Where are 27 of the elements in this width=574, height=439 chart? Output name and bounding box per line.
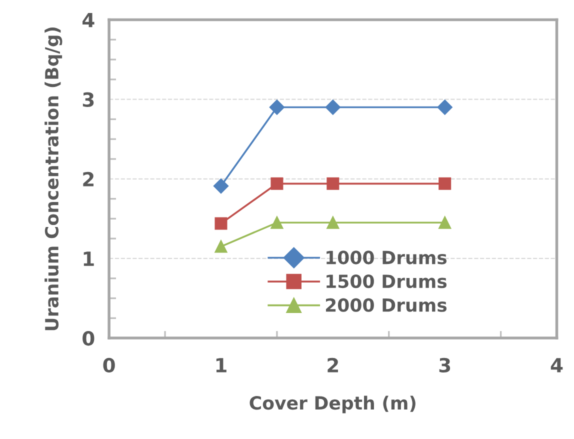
- point: [270, 177, 284, 190]
- point: [270, 216, 284, 229]
- x-tick-label: 1: [216, 358, 226, 372]
- point: [214, 240, 228, 253]
- x-tick-label: 0: [103, 358, 115, 373]
- x-axis-title: Cover Depth (m): [250, 396, 416, 414]
- y-tick-label: 0: [82, 330, 94, 346]
- legend-label: 1500 Drums: [326, 274, 447, 288]
- point: [269, 100, 285, 115]
- x-tick-label: 3: [439, 358, 450, 373]
- point: [213, 178, 229, 194]
- legend-label: 2000 Drums: [326, 298, 447, 312]
- point: [326, 177, 340, 190]
- point: [438, 216, 452, 229]
- point: [438, 177, 452, 190]
- point: [437, 100, 452, 115]
- point: [326, 216, 340, 229]
- y-tick-label: 2: [83, 172, 94, 186]
- x-tick-label: 4: [550, 358, 563, 372]
- legend-label: 1000 Drums: [326, 250, 447, 264]
- y-tick-label: 1: [84, 252, 94, 266]
- y-tick-label: 3: [82, 92, 94, 107]
- y-axis-title: Uranium Concentration (Bq/g): [44, 28, 62, 330]
- y-tick-label: 4: [82, 12, 94, 28]
- point: [214, 217, 228, 230]
- x-tick-label: 2: [328, 358, 338, 372]
- point: [325, 100, 340, 115]
